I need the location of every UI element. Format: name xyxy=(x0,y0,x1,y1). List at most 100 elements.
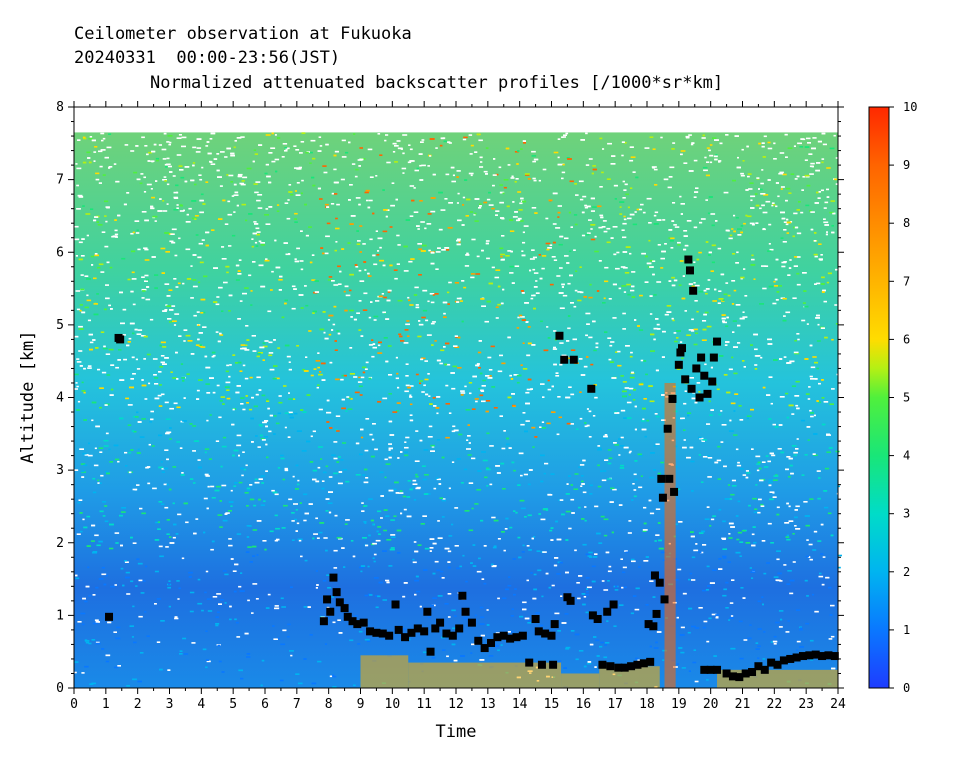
cloud-base-point xyxy=(792,653,801,662)
x-tick-label-20: 20 xyxy=(703,697,719,712)
cloud-base-point xyxy=(655,578,664,587)
cloud-base-point xyxy=(798,652,807,661)
x-tick-label-12: 12 xyxy=(448,697,464,712)
cloud-base-point xyxy=(684,255,693,264)
cloud-base-point xyxy=(700,665,709,674)
cloud-base-point xyxy=(455,624,464,633)
cloud-base-point xyxy=(639,659,648,668)
cloud-base-point xyxy=(353,620,362,629)
cloud-base-point xyxy=(660,595,669,604)
cloud-base-markers xyxy=(105,255,839,682)
cloud-base-point xyxy=(681,375,690,384)
y-tick-label-6: 6 xyxy=(56,245,64,260)
cloud-base-point xyxy=(646,657,655,666)
surface-layer-2 xyxy=(561,673,600,688)
cloud-base-point xyxy=(407,628,416,637)
x-tick-label-5: 5 xyxy=(229,697,237,712)
cloud-base-point xyxy=(458,591,467,600)
cloud-base-point xyxy=(587,384,596,393)
cloud-base-point xyxy=(116,335,125,344)
cloud-base-point xyxy=(708,377,717,386)
cloud-base-point xyxy=(663,424,672,433)
cloud-base-point xyxy=(332,588,341,597)
x-tick-label-3: 3 xyxy=(166,697,174,712)
cloud-base-point xyxy=(687,384,696,393)
cloud-base-point xyxy=(627,662,636,671)
chart-product-label: Normalized attenuated backscatter profil… xyxy=(150,73,724,93)
x-tick-label-21: 21 xyxy=(735,697,751,712)
cloud-base-point xyxy=(692,364,701,373)
cloud-base-point xyxy=(649,622,658,631)
x-tick-label-24: 24 xyxy=(830,697,846,712)
cloud-base-point xyxy=(555,331,564,340)
cloud-base-point xyxy=(588,611,597,620)
cloud-base-point xyxy=(695,393,704,402)
cloud-base-point xyxy=(650,571,659,580)
cloud-base-point xyxy=(391,600,400,609)
cloud-base-point xyxy=(531,615,540,624)
cloud-base-point xyxy=(480,644,489,653)
cloud-base-point xyxy=(431,624,440,633)
x-tick-label-7: 7 xyxy=(293,697,301,712)
colorbar-gradient xyxy=(868,106,890,689)
cloud-base-point xyxy=(767,658,776,667)
cloud-base-point xyxy=(319,617,328,626)
cloud-base-point xyxy=(366,627,375,636)
cloud-base-point xyxy=(487,638,496,647)
x-tick-label-0: 0 xyxy=(70,697,78,712)
x-tick-label-23: 23 xyxy=(798,697,814,712)
cloud-base-point xyxy=(566,596,575,605)
cloud-base-point xyxy=(706,665,715,674)
backscatter-field xyxy=(74,132,842,688)
y-tick-label-2: 2 xyxy=(56,536,64,551)
colorbar-tick-label-3: 3 xyxy=(903,507,910,521)
cloud-base-point xyxy=(652,609,661,618)
y-tick-label-8: 8 xyxy=(56,100,64,115)
cloud-base-point xyxy=(689,286,698,295)
cloud-base-point xyxy=(541,629,550,638)
cloud-base-point xyxy=(593,615,602,624)
cloud-base-point xyxy=(518,631,527,640)
cloud-base-point xyxy=(550,620,559,629)
surface-layer-0 xyxy=(360,655,409,688)
cloud-base-point xyxy=(713,337,722,346)
cloud-base-point xyxy=(448,631,457,640)
cloud-base-point xyxy=(423,607,432,616)
cloud-base-point xyxy=(713,665,722,674)
cloud-base-point xyxy=(340,604,349,613)
x-tick-label-14: 14 xyxy=(512,697,528,712)
cloud-base-point xyxy=(335,598,344,607)
cloud-base-point xyxy=(499,631,508,640)
cloud-base-point xyxy=(537,660,546,669)
x-tick-label-2: 2 xyxy=(134,697,142,712)
cloud-base-point xyxy=(657,474,666,483)
cloud-base-point xyxy=(620,663,629,672)
cloud-base-point xyxy=(534,627,543,636)
y-tick-label-4: 4 xyxy=(56,391,64,406)
colorbar-tick-label-7: 7 xyxy=(903,274,910,288)
cloud-base-point xyxy=(674,360,683,369)
cloud-base-point xyxy=(560,355,569,364)
cloud-base-point xyxy=(474,636,483,645)
x-tick-label-22: 22 xyxy=(767,697,783,712)
cloud-base-point xyxy=(372,628,381,637)
cloud-base-point xyxy=(633,660,642,669)
x-tick-label-16: 16 xyxy=(576,697,592,712)
cloud-base-point xyxy=(670,487,679,496)
y-tick-label-1: 1 xyxy=(56,608,64,623)
cloud-base-point xyxy=(329,573,338,582)
cloud-base-point xyxy=(818,652,827,661)
cloud-base-point xyxy=(760,665,769,674)
cloud-base-point xyxy=(748,668,757,677)
cloud-base-point xyxy=(609,600,618,609)
cloud-base-point xyxy=(512,633,521,642)
x-tick-label-11: 11 xyxy=(416,697,432,712)
x-tick-label-6: 6 xyxy=(261,697,269,712)
y-tick-label-0: 0 xyxy=(56,681,64,696)
cloud-base-point xyxy=(436,618,445,627)
colorbar-tick-label-6: 6 xyxy=(903,332,910,346)
cloud-base-point xyxy=(326,607,335,616)
x-tick-label-8: 8 xyxy=(325,697,333,712)
cloud-base-point xyxy=(493,633,502,642)
